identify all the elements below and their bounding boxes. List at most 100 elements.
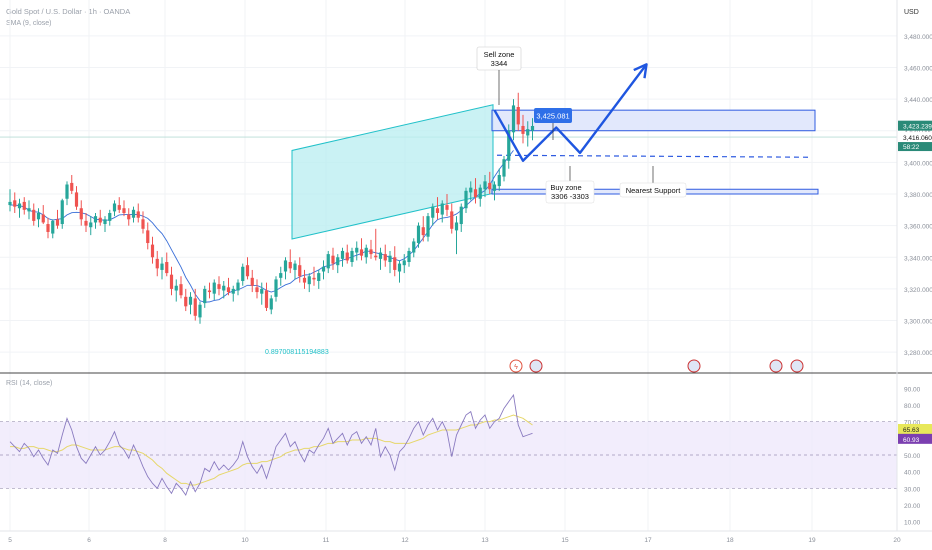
candle-body: [150, 244, 155, 258]
candle-body: [369, 249, 373, 255]
candle-body: [188, 296, 193, 305]
candle-body: [283, 260, 288, 272]
candle-body: [212, 282, 216, 294]
candle-body: [264, 290, 269, 308]
candle-body: [364, 247, 368, 258]
us-flag-event-icon[interactable]: [769, 359, 783, 373]
candle-body: [483, 181, 487, 190]
candle-body: [511, 105, 516, 133]
nearest-support-callout: Nearest Support: [619, 166, 687, 198]
candle-body: [421, 227, 425, 236]
candle-body: [84, 220, 88, 226]
time-tick-label: 6: [87, 537, 91, 544]
us-flag-event-icon[interactable]: [687, 359, 701, 373]
price-badge-label: 3,423.239: [903, 124, 932, 131]
candle-body: [255, 287, 259, 293]
time-tick-label: 15: [561, 537, 569, 544]
buy-zone-value: 3306 -3303: [551, 192, 589, 201]
candle-body: [236, 282, 240, 291]
candle-body: [435, 208, 440, 213]
projection: [493, 63, 648, 162]
candle-body: [378, 252, 383, 259]
rsi-tick-label: 70.00: [904, 420, 921, 427]
candle-body: [231, 288, 235, 294]
candles: [8, 92, 535, 324]
time-tick-label: 8: [163, 537, 167, 544]
candle-body: [89, 222, 93, 228]
rsi-axis[interactable]: 90.0080.0070.0060.0050.0040.0030.0020.00…: [898, 386, 932, 527]
projection-arrowhead: [633, 63, 648, 79]
rsi-tick-label: 50.00: [904, 453, 921, 460]
sell-zone-callout: Sell zone 3344: [476, 46, 522, 105]
rsi-badge: [898, 424, 932, 434]
price-tick-label: 3,380.000: [904, 192, 932, 199]
candle-body: [60, 200, 64, 225]
flash-glyph: ϟ: [514, 364, 518, 371]
time-tick-label: 20: [893, 537, 901, 544]
rsi-title: RSI (14, close): [6, 380, 52, 387]
candle-body: [293, 263, 297, 270]
candle-body: [359, 249, 364, 256]
target-price-badge: 3,425.081: [534, 108, 572, 140]
candle-body: [55, 219, 60, 226]
rsi-tick-label: 90.00: [904, 386, 921, 393]
projection-path: [493, 63, 648, 162]
candle-body: [127, 214, 131, 220]
candle-body: [79, 208, 83, 220]
buy-zone-title: Buy zone: [550, 183, 581, 192]
candle-body: [160, 263, 164, 270]
rsi-band: [0, 421, 897, 489]
us-flag-event-icon[interactable]: [529, 359, 543, 373]
candle-body: [141, 219, 145, 229]
candle-body: [473, 189, 478, 198]
symbol-title: Gold Spot / U.S. Dollar · 1h · OANDA: [6, 7, 130, 16]
candle-body: [169, 274, 174, 289]
candle-body: [492, 184, 497, 191]
nearest-support-line: [496, 154, 813, 158]
candle-body: [108, 212, 112, 221]
price-tick-label: 3,340.000: [904, 255, 932, 262]
candle-body: [440, 203, 444, 215]
candle-body: [288, 262, 292, 269]
candle-body: [174, 285, 178, 291]
candle-body: [502, 159, 506, 177]
candle-body: [250, 277, 254, 286]
candle-body: [165, 262, 169, 274]
candle-body: [8, 201, 12, 206]
us-flag-event-icon[interactable]: [790, 359, 804, 373]
candle-body: [103, 219, 107, 225]
price-tick-label: 3,480.000: [904, 34, 932, 41]
candle-body: [345, 252, 349, 261]
candle-body: [203, 288, 207, 304]
candle-body: [454, 222, 459, 231]
candle-body: [326, 254, 330, 269]
candle-body: [407, 250, 411, 263]
rsi-badge-label: 65.63: [903, 427, 920, 434]
price-axis[interactable]: 3,480.0003,460.0003,440.0003,420.0003,40…: [898, 34, 932, 357]
candle-body: [298, 265, 302, 277]
price-tick-label: 3,460.000: [904, 65, 932, 72]
rsi-tick-label: 80.00: [904, 403, 921, 410]
time-axis[interactable]: 5 6 8 10 11 12 13 15 17 18 19 20: [8, 537, 901, 544]
currency-label: USD: [904, 9, 919, 16]
candle-body: [279, 273, 283, 278]
time-tick-label: 5: [8, 537, 12, 544]
flash-event-icon[interactable]: [509, 359, 523, 373]
candle-body: [36, 212, 41, 220]
rsi-tick-label: 20.00: [904, 503, 921, 510]
indicator-label: SMA (9, close): [6, 20, 52, 27]
candle-body: [184, 296, 188, 307]
sell-zone-box: [491, 109, 816, 132]
candle-body: [41, 214, 45, 223]
event-icons[interactable]: ϟ: [509, 359, 804, 373]
candle-body: [445, 205, 449, 210]
price-tick-label: 3,440.000: [904, 97, 932, 104]
candle-body: [393, 257, 397, 270]
candle-body: [260, 288, 264, 294]
time-tick-label: 18: [726, 537, 734, 544]
rsi-line: [9, 393, 533, 496]
rsi-tick-label: 40.00: [904, 470, 921, 477]
candle-body: [146, 230, 150, 244]
time-tick-label: 10: [241, 537, 249, 544]
